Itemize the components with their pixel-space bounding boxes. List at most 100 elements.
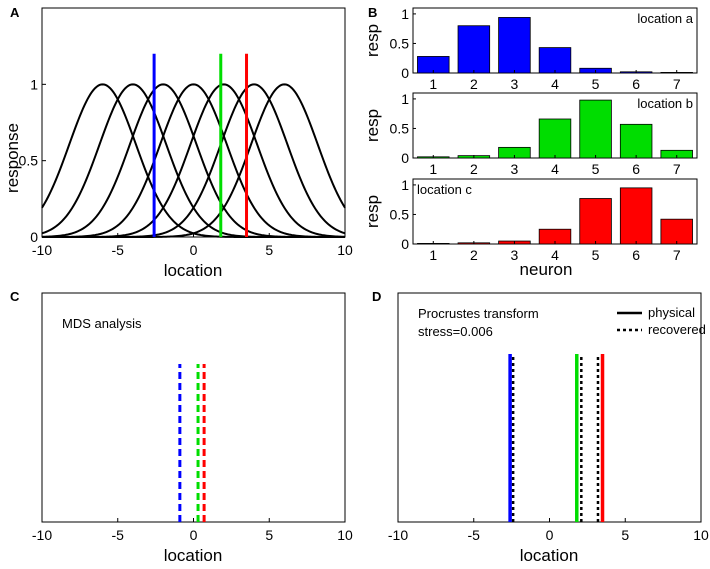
panel-b-xtick-label: 7 (673, 161, 681, 177)
panel-a-plot: -10 -5 0 5 10 00.51 location response (3, 7, 353, 280)
bar-neuron-4 (538, 118, 572, 159)
panel-d-subtitle: stress=0.006 (418, 324, 493, 339)
panel-b-xtick-label: 3 (511, 76, 519, 92)
panel-d-title: Procrustes transform (418, 306, 539, 321)
bar-neuron-6 (619, 187, 653, 245)
panel-b-xtick-label: 5 (592, 247, 600, 263)
panel-a-xtick-label: 10 (337, 242, 353, 258)
tuning-curve-5 (42, 83, 346, 238)
panel-b-ytick-label: 1 (401, 6, 409, 22)
panel-c-xtick-label: 10 (337, 527, 353, 543)
panel-b-ylabel: resp (363, 109, 382, 142)
panel-d-legend: physical recovered (617, 305, 706, 337)
panel-b-xtick-label: 7 (673, 247, 681, 263)
panel-d-xtick-label: -5 (468, 527, 481, 543)
bar-neuron-4 (538, 47, 572, 74)
panel-a-letter: A (10, 5, 20, 20)
panel-b-ytick-label: 1 (401, 91, 409, 107)
panel-b-xtick-label: 1 (429, 76, 437, 92)
panel-d-plot: Procrustes transform stress=0.006 physic… (388, 292, 709, 565)
bar-neuron-3 (498, 17, 531, 74)
panel-c-letter: C (10, 289, 20, 304)
panel-b-ytick-label: 0 (401, 236, 409, 252)
bar-neuron-6 (619, 123, 653, 159)
panel-b-xtick-label: 3 (511, 161, 519, 177)
panel-b-xtick-label: 6 (632, 161, 640, 177)
panel-b-xtick-label: 6 (632, 247, 640, 263)
bar-neuron-7 (660, 218, 693, 245)
panel-d-letter: D (372, 289, 381, 304)
bar-neuron-5 (579, 99, 612, 159)
panel-b-ytick-label: 1 (401, 177, 409, 193)
panel-d-x-ticks: -10 -5 0 5 10 (388, 518, 709, 543)
tuning-curve-1 (41, 83, 345, 238)
panel-b-xtick-label: 1 (429, 161, 437, 177)
panel-b-subplot-label: location c (417, 182, 472, 197)
panel-a-y-ticks: 00.51 (19, 76, 46, 245)
bar-neuron-2 (457, 25, 491, 74)
panel-d-lines (508, 354, 605, 522)
panel-c-xtick-label: -5 (112, 527, 125, 543)
tuning-curve-6 (42, 83, 346, 238)
panel-a-axes-frame (41, 7, 346, 238)
panel-a-ytick-label: 0.5 (19, 153, 39, 169)
panel-a-tuning-curves (41, 83, 346, 238)
panel-a-ytick-label: 1 (30, 76, 38, 92)
panel-b-xtick-label: 2 (470, 76, 478, 92)
panel-b-xtick-label: 3 (511, 247, 519, 263)
tuning-curve-3 (41, 83, 345, 238)
panel-b-xtick-label: 1 (429, 247, 437, 263)
panel-b-xtick-label: 4 (551, 161, 559, 177)
panel-c-xlabel: location (164, 546, 223, 565)
panel-b-ytick-label: 0 (401, 65, 409, 81)
panel-b-ylabel: resp (363, 195, 382, 228)
panel-b-xtick-label: 2 (470, 247, 478, 263)
panel-c-plot: MDS analysis -10 -5 0 5 10 location (32, 292, 353, 565)
panel-d-xtick-label: 10 (693, 527, 709, 543)
panel-b-xtick-label: 4 (551, 247, 559, 263)
tuning-curve-4 (41, 83, 346, 238)
legend-recovered-label: recovered (648, 322, 706, 337)
panel-d-xtick-label: -10 (388, 527, 408, 543)
panel-b-subplot-2: 1 2 3 4 5 6 7 0 0.5 1 resp location b (363, 91, 698, 177)
panel-c-x-ticks: -10 -5 0 5 10 (32, 518, 353, 543)
panel-a-location-markers (152, 53, 249, 237)
panel-a-xtick-label: 0 (190, 242, 198, 258)
panel-b-subplot-3: 1 2 3 4 5 6 7 0 0.5 1 resp location c (363, 177, 698, 263)
panel-b-xtick-label: 5 (592, 76, 600, 92)
panel-b-xtick-label: 7 (673, 76, 681, 92)
panel-b-ylabel: resp (363, 24, 382, 57)
panel-b-xtick-label: 2 (470, 161, 478, 177)
panel-a-xtick-label: 5 (265, 242, 273, 258)
panel-b-xlabel: neuron (520, 260, 573, 279)
panel-a-xtick-label: -5 (112, 242, 125, 258)
panel-b-xtick-label: 6 (632, 76, 640, 92)
panel-b-xtick-label: 4 (551, 76, 559, 92)
panel-b-ytick-label: 0.5 (390, 35, 410, 51)
panel-d-xtick-label: 0 (546, 527, 554, 543)
panel-a-xlabel: location (164, 261, 223, 280)
panel-d-xtick-label: 5 (621, 527, 629, 543)
panel-b-ytick-label: 0 (401, 150, 409, 166)
panel-d-xlabel: location (520, 546, 579, 565)
panel-a-ytick-label: 0 (30, 229, 38, 245)
legend-physical-label: physical (648, 305, 695, 320)
panel-a-x-ticks: -10 -5 0 5 10 (32, 233, 353, 258)
panel-b-subplot-label: location b (637, 96, 693, 111)
panel-b-subplot-label: location a (637, 11, 693, 26)
tuning-curve-2 (41, 83, 345, 238)
panel-a-xtick-label: -10 (32, 242, 52, 258)
panel-b-ytick-label: 0.5 (390, 120, 410, 136)
panel-a-ylabel: response (3, 123, 22, 193)
panel-c-xtick-label: -10 (32, 527, 52, 543)
panel-b-letter: B (368, 5, 377, 20)
panel-b-subplot-1: 1 2 3 4 5 6 7 0 0.5 1 resp location a (363, 6, 698, 92)
panel-b-ytick-label: 0.5 (390, 206, 410, 222)
tuning-curve-7 (42, 83, 346, 238)
panel-c-xtick-label: 0 (190, 527, 198, 543)
panel-c-title: MDS analysis (62, 316, 142, 331)
panel-c-lines (178, 364, 206, 522)
bar-neuron-5 (579, 198, 612, 245)
panel-c-xtick-label: 5 (265, 527, 273, 543)
